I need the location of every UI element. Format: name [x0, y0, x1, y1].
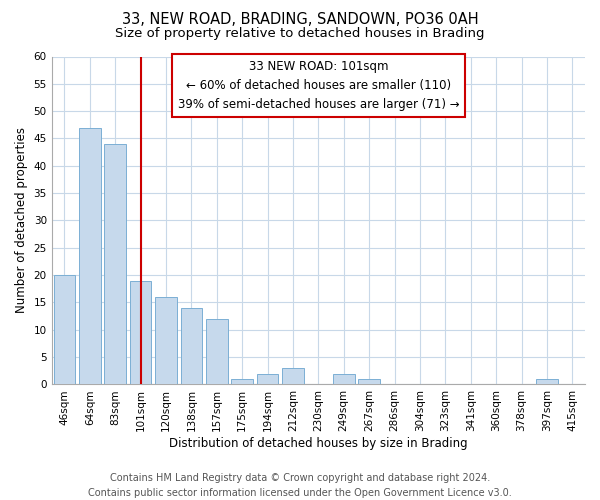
- Bar: [232, 379, 253, 384]
- Bar: [536, 379, 557, 384]
- Bar: [155, 297, 177, 384]
- Text: 33, NEW ROAD, BRADING, SANDOWN, PO36 0AH: 33, NEW ROAD, BRADING, SANDOWN, PO36 0AH: [122, 12, 478, 28]
- Bar: [130, 280, 151, 384]
- Bar: [257, 374, 278, 384]
- Text: Size of property relative to detached houses in Brading: Size of property relative to detached ho…: [115, 28, 485, 40]
- X-axis label: Distribution of detached houses by size in Brading: Distribution of detached houses by size …: [169, 437, 467, 450]
- Bar: [104, 144, 126, 384]
- Y-axis label: Number of detached properties: Number of detached properties: [15, 128, 28, 314]
- Bar: [333, 374, 355, 384]
- Bar: [206, 319, 227, 384]
- Bar: [358, 379, 380, 384]
- Bar: [79, 128, 101, 384]
- Bar: [53, 275, 75, 384]
- Bar: [181, 308, 202, 384]
- Text: 33 NEW ROAD: 101sqm
← 60% of detached houses are smaller (110)
39% of semi-detac: 33 NEW ROAD: 101sqm ← 60% of detached ho…: [178, 60, 459, 111]
- Text: Contains HM Land Registry data © Crown copyright and database right 2024.
Contai: Contains HM Land Registry data © Crown c…: [88, 472, 512, 498]
- Bar: [282, 368, 304, 384]
